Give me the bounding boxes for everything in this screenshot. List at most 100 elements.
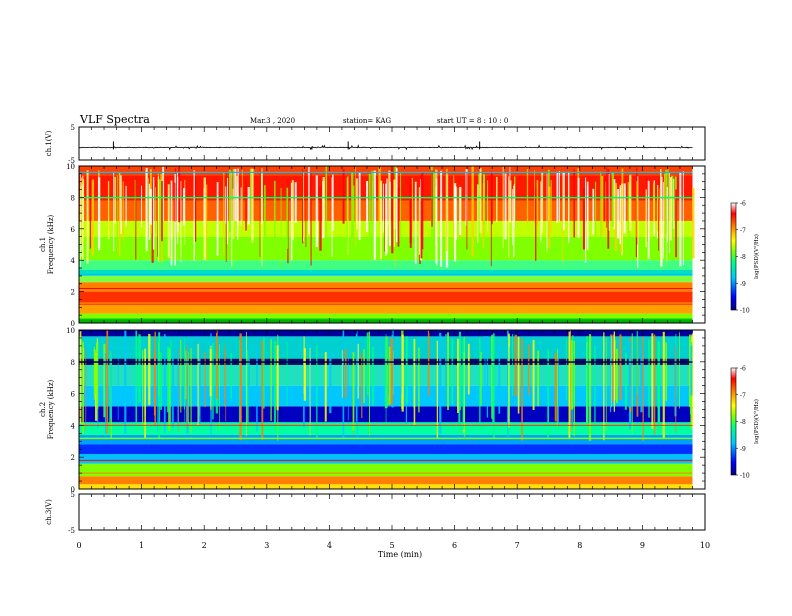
spectrogram-streak (371, 346, 374, 406)
spectrogram-streak (651, 333, 654, 429)
spectrogram-streak (203, 177, 206, 261)
spectrogram-streak (496, 176, 498, 223)
spectrogram-line (79, 273, 693, 276)
spectrogram-streak (509, 180, 512, 223)
spectrogram-streak (536, 180, 539, 226)
spectrogram-streak (514, 334, 517, 397)
spectrogram-streak (692, 187, 695, 259)
spectrogram-streak (134, 179, 136, 236)
spectrogram-streak (347, 337, 349, 421)
spectrogram-streak (636, 181, 638, 238)
spectrogram-streak (240, 347, 242, 427)
y-axis-label-channel: ch.2 (39, 402, 47, 417)
spectrogram-streak (103, 343, 106, 418)
colorbar-tick-label: -7 (740, 227, 746, 234)
spectrogram-streak (409, 183, 412, 248)
colorbar-tick-label: -9 (740, 281, 746, 288)
spectrogram-streak (568, 331, 571, 439)
spectrogram-streak (86, 170, 89, 264)
spectrogram-line (79, 303, 693, 305)
colorbar-tick-label: -10 (740, 473, 750, 480)
spectrogram-streak (366, 332, 369, 396)
spectrogram-streak (675, 346, 677, 434)
spectrogram-streak (418, 187, 421, 255)
spectrogram-line (79, 287, 693, 289)
spectrogram-streak (180, 339, 182, 413)
spectrogram-streak (629, 174, 632, 231)
spectrogram-streak (609, 336, 612, 413)
spectrogram-streak (502, 166, 504, 249)
spectrogram-streak (363, 349, 365, 404)
spectrogram-streak (665, 342, 667, 402)
spectrogram-streak (160, 352, 163, 410)
spectrogram-streak (605, 337, 607, 431)
spectrogram-streak (413, 338, 416, 426)
spectrogram-streak (261, 340, 264, 440)
spectrogram-streak (309, 347, 311, 436)
y-tick-label: 4 (71, 257, 76, 265)
spectrogram-streak (631, 333, 633, 434)
x-tick-label: 10 (700, 541, 710, 550)
spectrogram-streak (310, 171, 312, 266)
spectrogram-streak (219, 344, 220, 431)
spectrogram-streak (619, 185, 622, 245)
spectrogram-streak (382, 183, 384, 233)
spectrogram-streak (446, 168, 448, 252)
spectrogram-streak (151, 183, 154, 263)
spectrogram-streak (679, 331, 680, 409)
y-tick-label: -5 (68, 527, 75, 535)
spectrogram-streak (592, 188, 595, 235)
spectrogram-streak (91, 179, 95, 256)
spectrogram-streak (509, 167, 511, 223)
spectrogram-streak (491, 173, 493, 225)
spectrogram-streak (240, 187, 242, 226)
spectrogram-streak (110, 341, 112, 419)
spectrogram-streak (194, 176, 197, 242)
spectrogram-streak (667, 169, 669, 249)
spectrogram-streak (290, 182, 293, 261)
y-axis-label-frequency: Frequency (kHz) (47, 379, 55, 439)
spectrogram-streak (203, 187, 205, 227)
spectrogram-streak (547, 349, 549, 438)
spectrogram-streak (82, 341, 84, 434)
spectrogram-streak (512, 334, 514, 396)
spectrogram-streak (245, 331, 247, 437)
spectrogram-streak (569, 330, 571, 432)
y-tick-label: 0 (71, 320, 75, 328)
spectrogram-streak (662, 182, 664, 259)
spectrogram-band (79, 282, 693, 292)
spectrogram-streak (439, 332, 442, 435)
spectrogram-streak (246, 350, 249, 431)
spectrogram-line (79, 424, 693, 426)
spectrogram-streak (148, 183, 151, 240)
spectrogram-streak (657, 349, 660, 433)
y-tick-label: 6 (71, 391, 76, 399)
spectrogram-streak (480, 351, 482, 406)
spectrogram-streak (513, 184, 515, 228)
spectrogram-streak (690, 345, 693, 396)
spectrogram-streak (224, 349, 225, 407)
spectrogram-streak (603, 176, 606, 222)
ch3-waveform-panel: 5 -5 ch.3(V) (45, 491, 706, 535)
spectrogram-streak (666, 187, 668, 242)
spectrogram-streak (197, 343, 199, 426)
colorbar-tick-label: -8 (740, 419, 746, 426)
spectrogram-streak (178, 169, 181, 223)
spectrogram-streak (228, 170, 232, 232)
spectrogram-streak (605, 181, 607, 240)
header-station: station= KAG (343, 117, 391, 125)
spectrogram-streak (640, 346, 643, 413)
spectrogram-streak (558, 170, 560, 222)
spectrogram-streak (109, 350, 111, 434)
spectrogram-streak (562, 177, 564, 264)
ch2-colorbar: -6 -7 -8 -9 -10 log(PSD)(V²/Hz) (730, 366, 760, 480)
spectrogram-streak (535, 188, 537, 261)
spectrogram-streak (161, 181, 163, 242)
spectrogram-streak (487, 180, 489, 232)
ch1-waveform-panel: 5 -5 ch.1(V) (45, 124, 706, 165)
spectrogram-streak (223, 172, 225, 256)
spectrogram-streak (357, 343, 359, 399)
spectrogram-streak (479, 337, 481, 426)
spectrogram-streak (141, 185, 143, 228)
spectrogram-streak (619, 334, 622, 400)
